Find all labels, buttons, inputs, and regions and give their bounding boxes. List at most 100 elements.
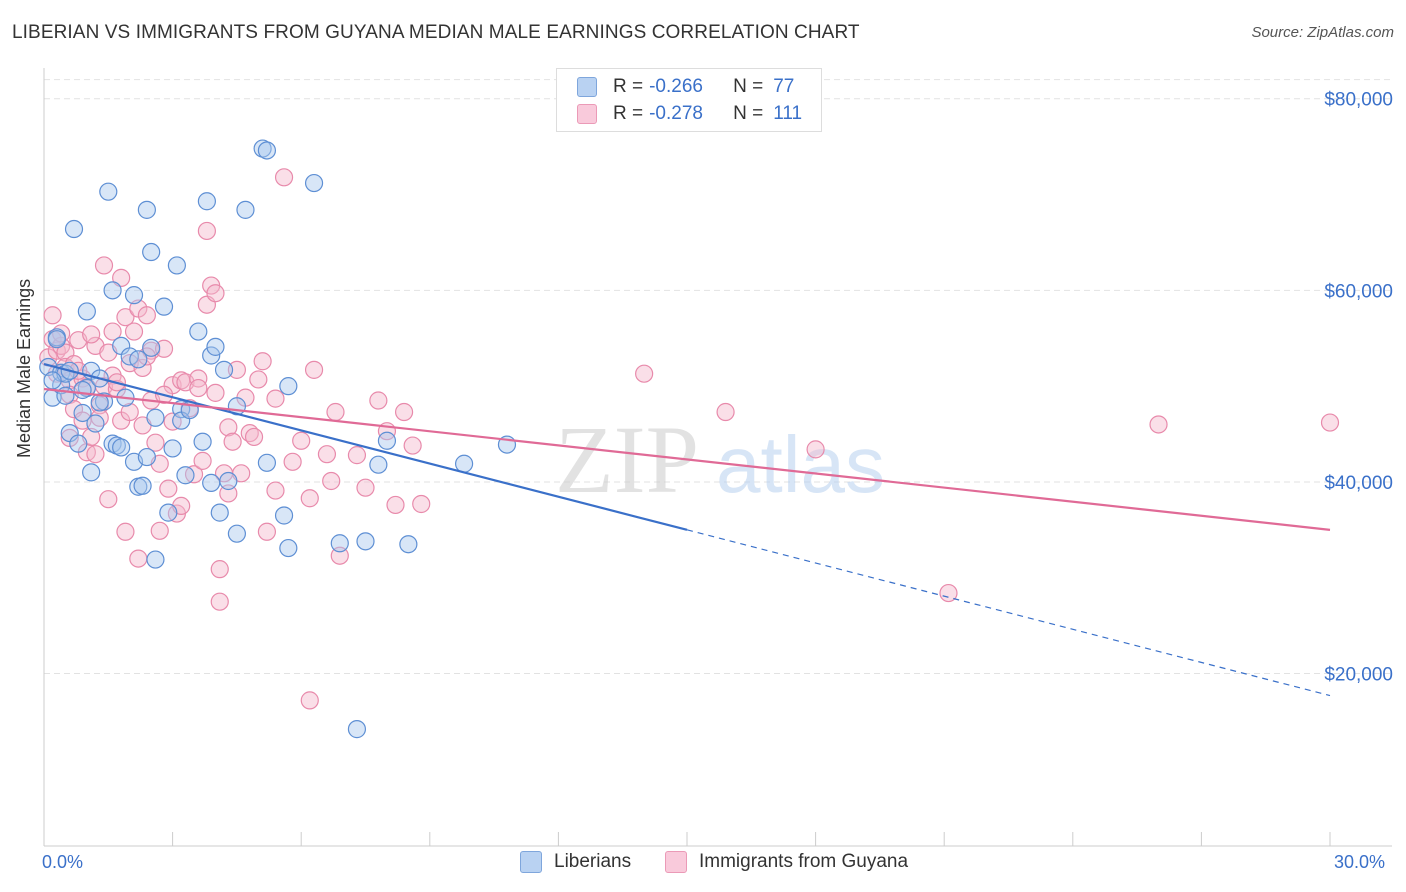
liberians-trend-extension	[686, 529, 1331, 697]
guyana-point	[292, 431, 311, 450]
watermark-zip: ZIP	[555, 406, 699, 513]
x-axis-max-label: 30.0%	[1334, 852, 1386, 872]
watermark: ZIP atlas	[555, 406, 885, 513]
n-label: N =	[733, 76, 764, 97]
gridlines	[44, 79, 1392, 675]
liberian-point	[137, 200, 156, 219]
liberian-point	[73, 380, 92, 400]
legend-item-liberians[interactable]: Liberians	[520, 851, 631, 873]
guyana-point	[210, 592, 229, 611]
y-tick-labels: $20,000 $40,000 $60,000 $80,000	[1324, 90, 1393, 686]
guyana-point	[137, 306, 156, 325]
guyana-point	[86, 445, 105, 464]
liberian-point	[137, 447, 156, 467]
liberian-point	[146, 550, 165, 569]
liberian-point	[154, 297, 174, 316]
liberian-point	[90, 393, 109, 412]
liberian-point	[279, 538, 298, 558]
guyana-point	[356, 478, 375, 497]
liberian-point	[356, 532, 375, 551]
series-liberians-points	[39, 139, 517, 739]
stats-legend: R = -0.266 N = 77 R = -0.278 N = 111	[556, 68, 822, 132]
watermark-atlas: atlas	[716, 420, 885, 509]
liberian-point	[214, 360, 234, 379]
liberian-point	[257, 453, 277, 472]
liberian-point	[219, 471, 238, 491]
y-axis-label: Median Male Earnings	[14, 278, 34, 458]
guyana-point	[154, 339, 174, 358]
liberian-point	[47, 330, 66, 349]
guyana-point	[806, 440, 825, 459]
liberian-point	[189, 322, 208, 341]
liberian-point	[82, 463, 101, 482]
guyana-point	[219, 418, 238, 437]
guyana-point	[283, 452, 302, 471]
liberian-point	[159, 503, 178, 522]
liberians-swatch	[577, 77, 597, 97]
axes	[43, 68, 1392, 847]
liberian-point	[167, 256, 186, 275]
n-value: 111	[773, 103, 803, 124]
guyana-point	[1320, 413, 1340, 432]
liberians-trend-line	[43, 363, 688, 531]
liberian-point	[86, 414, 105, 433]
liberian-point	[142, 242, 161, 262]
liberian-point	[347, 720, 367, 739]
r-value: -0.278	[649, 103, 703, 124]
guyana-point	[43, 306, 62, 325]
guyana-point	[189, 378, 208, 398]
guyana-point	[347, 446, 367, 465]
guyana-point	[82, 325, 101, 344]
guyana-point	[1149, 415, 1168, 434]
guyana-point	[394, 402, 414, 422]
guyana-legend-swatch	[665, 851, 687, 873]
liberian-point	[142, 338, 161, 357]
liberian-point	[377, 431, 397, 450]
liberian-point	[146, 408, 165, 427]
guyana-point	[300, 489, 319, 508]
liberian-point	[133, 476, 152, 495]
guyana-point	[133, 358, 152, 378]
guyana-point	[266, 481, 285, 500]
liberian-point	[73, 403, 92, 423]
guyana-point	[159, 479, 178, 498]
guyana-point	[326, 402, 345, 422]
guyana-point	[249, 370, 268, 389]
guyana-point	[304, 360, 324, 379]
liberian-point	[210, 503, 229, 522]
r-label: R =	[613, 103, 644, 124]
guyana-point	[939, 583, 958, 603]
guyana-point	[369, 391, 388, 410]
liberian-point	[206, 337, 225, 356]
guyana-point	[223, 432, 242, 451]
guyana-point	[403, 436, 422, 455]
liberian-point	[112, 438, 131, 457]
y-tick-label: $40,000	[1324, 473, 1393, 494]
guyana-point	[227, 360, 246, 379]
legend-item-guyana[interactable]: Immigrants from Guyana	[665, 851, 908, 873]
liberian-point	[129, 350, 148, 369]
guyana-point	[129, 549, 148, 568]
stats-row-guyana: R = -0.278 N = 111	[577, 102, 802, 126]
guyana-point	[330, 546, 349, 565]
liberian-point	[304, 173, 324, 193]
source-credit: Source: ZipAtlas.com	[1251, 24, 1394, 41]
liberian-point	[99, 182, 118, 201]
liberian-point	[330, 534, 349, 553]
guyana-point	[112, 268, 131, 287]
guyana-point	[300, 691, 319, 710]
guyana-point	[193, 451, 212, 470]
liberian-point	[279, 377, 298, 396]
liberian-point	[274, 506, 294, 525]
guyana-point	[322, 471, 341, 491]
y-tick-label: $80,000	[1324, 90, 1393, 111]
x-axis-min-label: 0.0%	[42, 852, 84, 872]
guyana-point	[120, 402, 139, 422]
y-tick-label: $20,000	[1324, 665, 1393, 686]
guyana-point	[635, 364, 654, 383]
guyana-point	[257, 522, 277, 541]
guyana-point	[253, 352, 272, 371]
liberian-point	[454, 454, 474, 473]
guyana-point	[197, 221, 216, 241]
liberian-point	[64, 219, 84, 239]
